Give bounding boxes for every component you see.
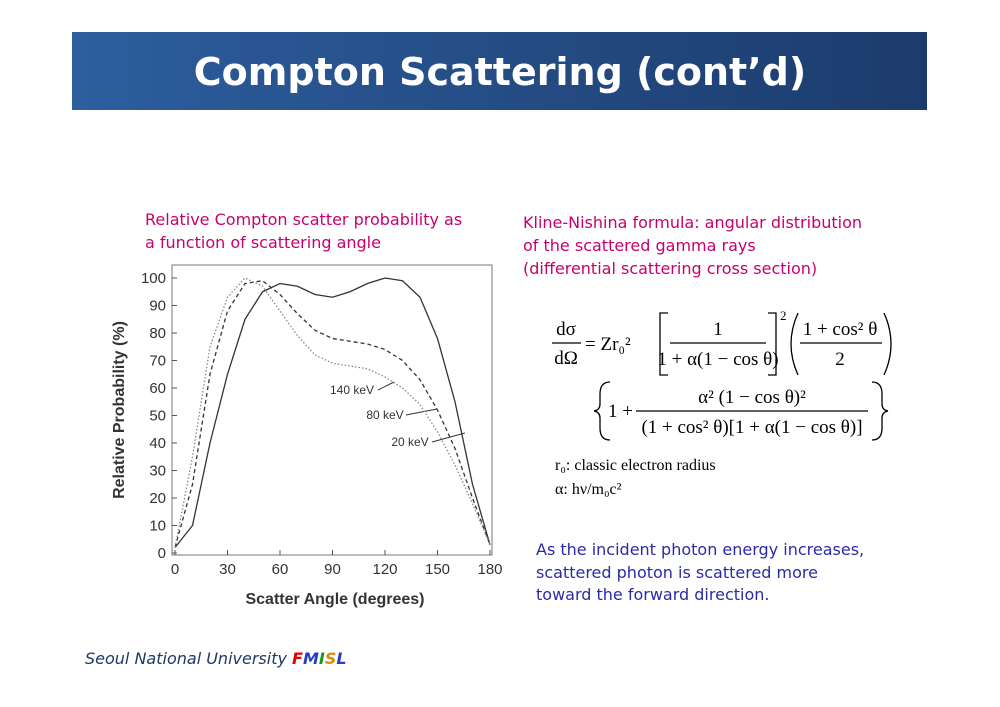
x-tick-label: 60 (272, 561, 289, 578)
formula-text: 1 + α(1 − cos θ) (657, 349, 778, 370)
paren (790, 312, 799, 376)
conclusion: toward the forward direction. (536, 585, 769, 604)
formula-text: α² (1 − cos θ)² (698, 387, 806, 408)
formula-caption: (differential scattering cross section) (523, 259, 817, 278)
footer: Seoul National University FMISL (85, 649, 347, 668)
y-tick-label: 70 (149, 353, 166, 370)
x-tick-label: 0 (171, 561, 179, 578)
formula-caption: Kline-Nishina formula: angular distribut… (523, 213, 862, 232)
brace (871, 381, 889, 441)
y-tick-label: 50 (149, 408, 166, 425)
x-tick-label: 120 (372, 561, 397, 578)
formula-text: = Zr₀² (585, 334, 631, 355)
y-tick-label: 0 (158, 545, 166, 562)
plot-frame (171, 264, 493, 556)
x-axis-title: Scatter Angle (degrees) (245, 591, 424, 608)
chart: 0 10 20 30 40 50 60 70 80 90 100 0 30 60 90 120 150 180 Sc… (111, 264, 503, 608)
y-tick-label: 60 (149, 380, 166, 397)
formula-text: dΩ (554, 348, 578, 369)
note: α: hν/m₀c² (555, 481, 622, 498)
brace (593, 381, 611, 441)
formula-text: 1 (713, 319, 723, 340)
series-label: 80 keV (366, 408, 403, 422)
paren (883, 312, 892, 376)
y-tick-label: 40 (149, 435, 166, 452)
formula-text: 2 (780, 308, 787, 323)
formula-text: 2 (835, 349, 845, 370)
chart-caption: Relative Compton scatter probability as (145, 210, 462, 229)
formula-text: 1 + cos² θ (803, 319, 878, 340)
leader-line (405, 408, 438, 416)
chart-caption: a function of scattering angle (145, 233, 381, 252)
slide-title: Compton Scattering (cont’d) (194, 50, 806, 94)
series-label: 20 keV (391, 435, 428, 449)
x-tick-label: 90 (324, 561, 341, 578)
formula-text: 1 + (608, 401, 633, 422)
x-tick-label: 30 (219, 561, 236, 578)
footer-letter: F (292, 649, 303, 668)
formula: dσ dΩ = Zr₀² 1 1 + α(1 − cos θ) 2 1 + co… (552, 308, 892, 441)
footer-letter: S (325, 649, 337, 668)
footer-letter: I (319, 649, 325, 668)
leader-line (377, 381, 395, 391)
y-tick-label: 80 (149, 325, 166, 342)
y-tick-label: 20 (149, 490, 166, 507)
note: r₀: classic electron radius (555, 457, 716, 474)
series-line (174, 277, 491, 548)
x-tick-label: 180 (477, 561, 502, 578)
formula-caption: of the scattered gamma rays (523, 236, 756, 255)
series-line (174, 280, 491, 548)
conclusion: As the incident photon energy increases, (536, 540, 864, 559)
leader-line (431, 432, 466, 443)
y-axis-title: Relative Probability (%) (111, 321, 128, 499)
y-tick-label: 30 (149, 463, 166, 480)
bracket (768, 312, 777, 376)
series-label: 140 keV (330, 383, 374, 397)
y-tick-label: 90 (149, 298, 166, 315)
footer-letter: L (336, 649, 346, 668)
footer-letter: M (303, 649, 319, 668)
y-tick-label: 10 (149, 518, 166, 535)
y-tick-label: 100 (141, 270, 166, 287)
x-tick-label: 150 (425, 561, 450, 578)
conclusion: scattered photon is scattered more (536, 563, 818, 582)
formula-text: (1 + cos² θ)[1 + α(1 − cos θ)] (641, 417, 862, 438)
series-line (174, 277, 491, 548)
title-bar (72, 32, 927, 110)
formula-text: dσ (556, 319, 576, 340)
footer-text: Seoul National University (85, 649, 287, 668)
bracket (659, 312, 668, 376)
